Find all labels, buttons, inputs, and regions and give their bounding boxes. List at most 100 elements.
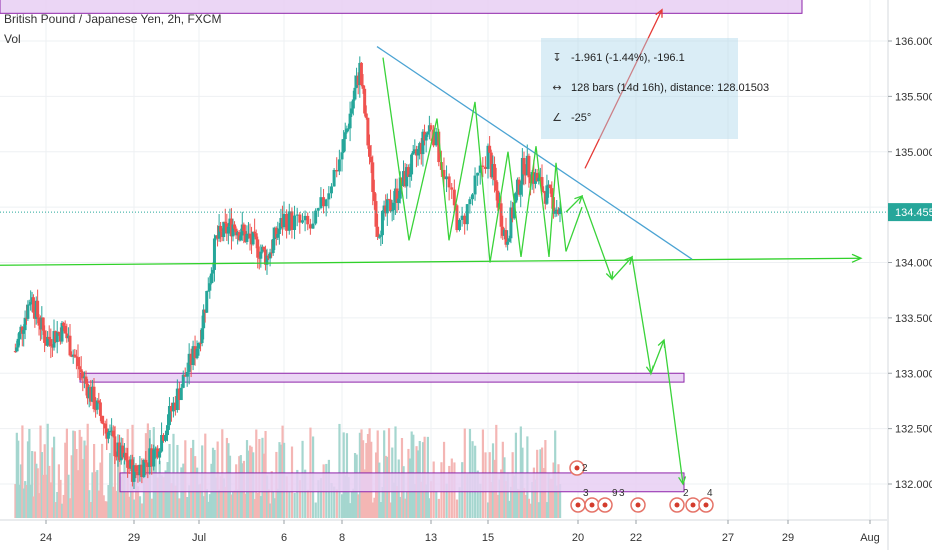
candle-body xyxy=(74,356,78,358)
candle-body xyxy=(529,177,533,184)
volume-bar xyxy=(202,496,205,518)
candle-body xyxy=(18,332,22,339)
candle-body xyxy=(31,297,35,313)
volume-bar xyxy=(549,478,552,518)
candle-body xyxy=(395,188,399,203)
volume-bar xyxy=(208,494,212,518)
price-zone[interactable] xyxy=(119,472,685,493)
volume-bar xyxy=(270,471,273,518)
volume-bar xyxy=(363,469,366,518)
candle-body xyxy=(219,225,223,232)
candle-body xyxy=(127,467,131,469)
candle-body xyxy=(262,246,266,250)
volume-bar xyxy=(509,486,513,518)
volume-bar xyxy=(259,496,263,518)
volume-bar xyxy=(333,486,336,518)
candle-body xyxy=(524,174,528,176)
projection-path[interactable] xyxy=(565,194,684,485)
candle-body xyxy=(298,214,302,223)
volume-bar xyxy=(89,502,92,518)
candle-body xyxy=(181,374,185,388)
candle-body xyxy=(160,434,164,452)
measure-angle: -25° xyxy=(571,111,592,124)
volume-bar xyxy=(458,487,461,518)
candle-body xyxy=(522,157,526,175)
candle-body xyxy=(250,238,254,245)
volume-bar xyxy=(531,481,534,518)
candle-body xyxy=(434,131,438,146)
volume-bar xyxy=(373,497,376,518)
volume-bar xyxy=(524,494,527,518)
event-marker-icon-dot xyxy=(635,502,641,508)
candle-body xyxy=(98,402,102,416)
candle-body xyxy=(400,177,404,186)
candle-body xyxy=(532,172,536,184)
candle-body xyxy=(63,325,67,334)
time-label: 15 xyxy=(482,532,494,544)
candle-body xyxy=(102,423,106,425)
volume-bar xyxy=(232,491,235,518)
candle-body xyxy=(140,464,144,478)
candle-body xyxy=(319,197,323,209)
volume-bar xyxy=(506,472,509,518)
candle-body xyxy=(507,238,511,242)
volume-bar xyxy=(352,488,355,518)
volume-bar xyxy=(476,470,479,518)
candle-body xyxy=(423,131,427,141)
candle-body xyxy=(156,448,160,458)
candle-body xyxy=(465,204,469,225)
volume-bar xyxy=(115,490,118,518)
candle-body xyxy=(550,188,554,198)
candle-body xyxy=(377,236,381,238)
candle-body xyxy=(95,400,99,410)
volume-bar xyxy=(379,502,383,518)
volume-bar xyxy=(272,491,275,518)
candle-body xyxy=(311,223,315,229)
candle-body xyxy=(183,374,187,377)
volume-bar xyxy=(80,436,83,518)
symbol-title: British Pound / Japanese Yen, 2h, FXCM xyxy=(4,12,222,26)
candle-body xyxy=(43,330,47,343)
candle-body xyxy=(374,201,378,227)
candle-body xyxy=(113,436,117,457)
volume-bar xyxy=(33,451,37,518)
candle-body xyxy=(488,145,492,153)
volume-bar xyxy=(38,493,41,518)
breakout-arrow[interactable] xyxy=(584,9,663,169)
price-zone[interactable] xyxy=(0,0,803,14)
candle-body xyxy=(390,210,394,212)
measure-price-row: ↧ -1.961 (-1.44%), -196.1 xyxy=(551,51,684,64)
candle-body xyxy=(491,164,495,178)
event-marker-count: 2 xyxy=(683,488,689,499)
support-line[interactable] xyxy=(0,257,861,266)
candle-body xyxy=(343,132,347,140)
candle-body xyxy=(240,224,244,236)
candle-body xyxy=(15,347,19,352)
volume-bar xyxy=(207,501,210,518)
price-label: 135.500 xyxy=(895,91,932,103)
angle-icon: ∠ xyxy=(552,111,562,124)
volume-bar xyxy=(104,501,107,518)
volume-bar xyxy=(51,447,54,518)
measure-tool-box[interactable]: ↧ -1.961 (-1.44%), -196.1 ↔ 128 bars (14… xyxy=(541,38,769,139)
candle-body xyxy=(274,227,278,238)
candle-body xyxy=(481,165,485,167)
candle-body xyxy=(231,224,235,237)
candle-body xyxy=(416,149,420,156)
candle-body xyxy=(406,167,410,177)
candle-body xyxy=(233,224,237,229)
volume-bar xyxy=(335,489,338,518)
candle-body xyxy=(228,218,232,227)
wave-zigzag[interactable] xyxy=(382,57,583,263)
volume-bar xyxy=(45,474,48,518)
volume-bar xyxy=(140,503,144,518)
candle-body xyxy=(369,156,373,163)
volume-bar xyxy=(498,479,501,518)
volume-bar xyxy=(205,488,208,518)
volume-bar xyxy=(24,481,27,518)
candle-body xyxy=(124,452,128,461)
price-zone[interactable] xyxy=(79,372,685,383)
candle-body xyxy=(206,290,210,292)
candle-body xyxy=(41,317,45,331)
